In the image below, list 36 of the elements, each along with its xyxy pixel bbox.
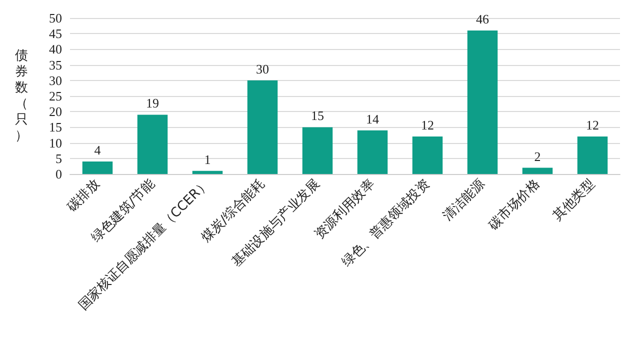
bar (577, 136, 608, 174)
y-tick-label: 40 (49, 42, 62, 57)
bar (82, 162, 113, 174)
bar (522, 168, 553, 174)
x-tick-label: 清洁能源 (440, 176, 488, 224)
bar (302, 127, 333, 174)
data-label: 4 (94, 142, 102, 158)
data-label: 15 (311, 108, 324, 124)
y-axis-title: 债券数（只） (15, 48, 28, 144)
y-tick-label: 50 (49, 10, 62, 26)
bar (192, 170, 223, 174)
data-label: 46 (476, 11, 490, 26)
y-tick-label: 30 (49, 72, 62, 88)
x-tick-label: 碳市场价格 (486, 176, 543, 234)
x-tick-label: 碳排放 (64, 176, 103, 216)
y-tick-label: 10 (49, 135, 62, 150)
y-tick-label: 5 (56, 150, 62, 166)
data-label: 2 (534, 148, 541, 164)
y-tick-label: 20 (49, 104, 62, 120)
bar (247, 80, 278, 174)
bar (357, 130, 388, 174)
data-label: 1 (204, 152, 211, 167)
data-label: 12 (586, 118, 599, 133)
y-tick-label: 35 (49, 57, 62, 72)
data-label: 12 (421, 118, 434, 133)
data-label: 30 (256, 61, 269, 76)
y-tick-label: 0 (56, 166, 62, 182)
data-label: 19 (146, 96, 159, 111)
x-tick-label: 其他类型 (550, 176, 598, 224)
bar (412, 136, 443, 174)
y-tick-label: 45 (49, 26, 62, 42)
data-label: 14 (366, 111, 380, 126)
bar (467, 30, 498, 174)
bar (137, 114, 168, 174)
y-tick-label: 25 (49, 88, 62, 104)
y-tick-label: 15 (49, 120, 62, 135)
